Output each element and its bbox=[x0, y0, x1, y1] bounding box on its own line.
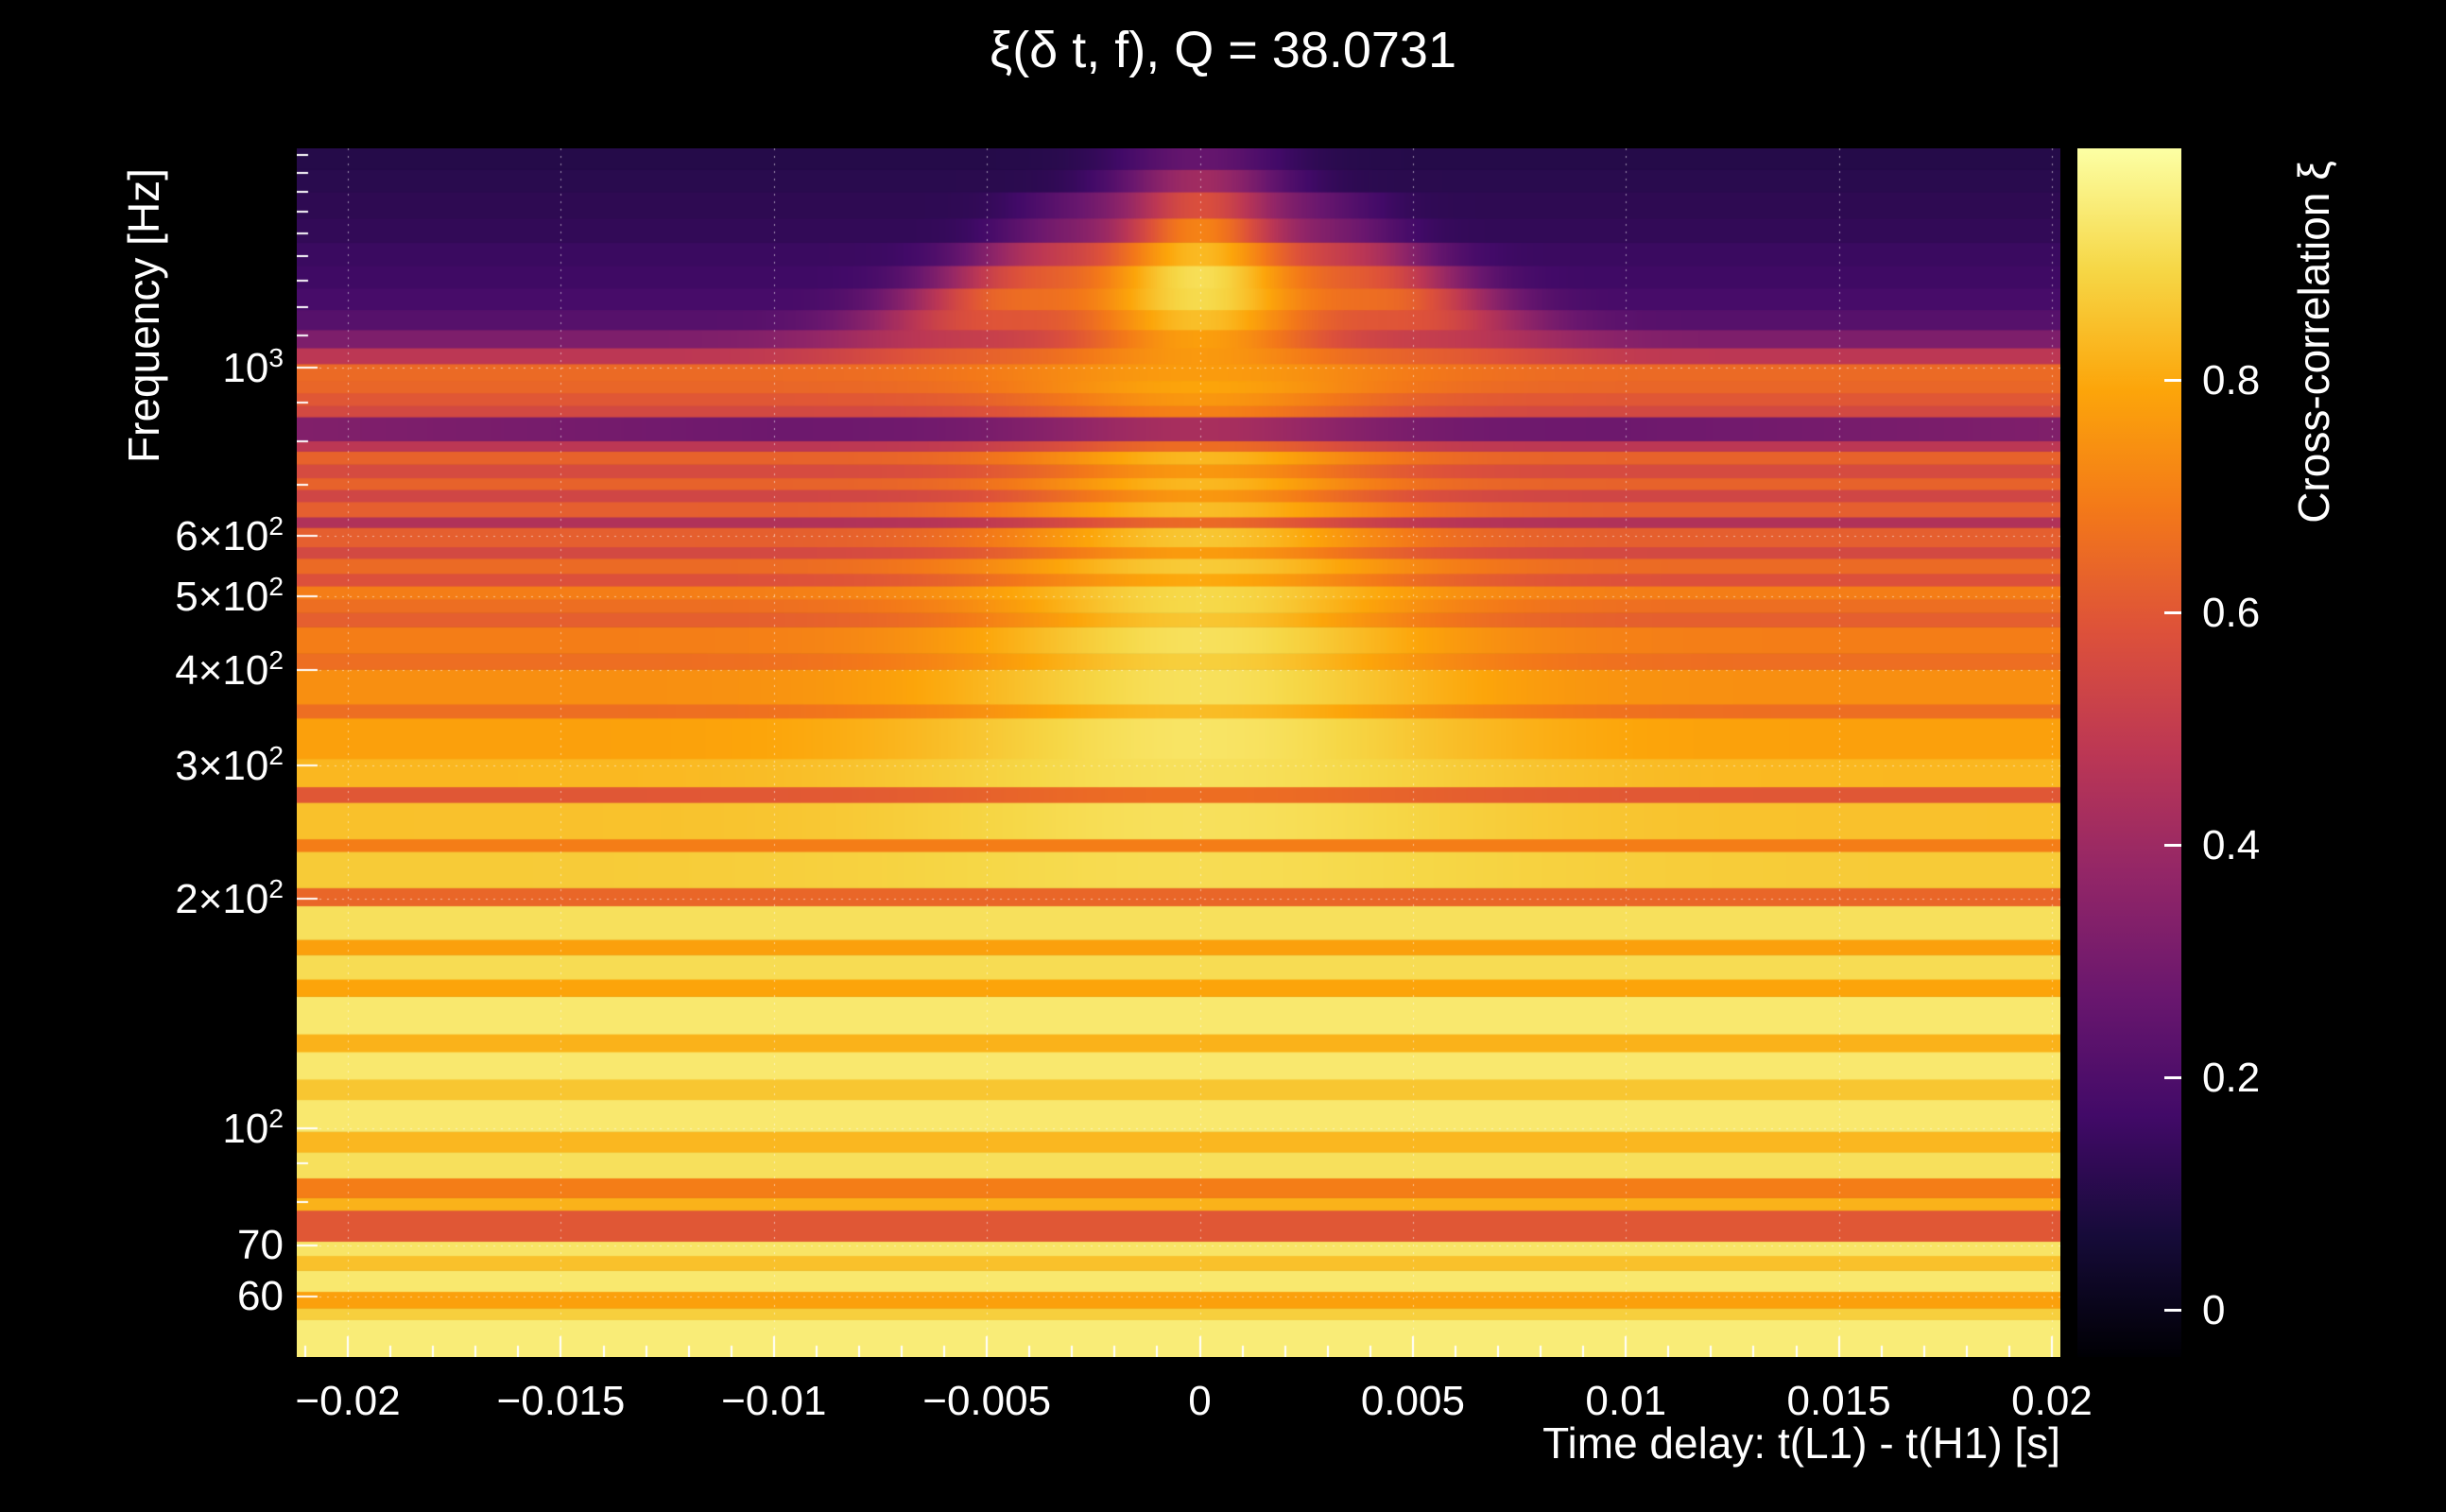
x-tick-label: 0 bbox=[1188, 1378, 1212, 1424]
colorbar-tick-label: 0.4 bbox=[2202, 821, 2261, 868]
y-tick-label: 103 bbox=[222, 342, 284, 391]
x-tick-label: 0.015 bbox=[1786, 1378, 1891, 1424]
colorbar-tick-label: 0.8 bbox=[2202, 356, 2261, 404]
y-tick-label: 60 bbox=[237, 1273, 284, 1320]
colorbar-tick-mark bbox=[2164, 844, 2181, 848]
colorbar-tick-mark bbox=[2164, 1309, 2181, 1313]
colorbar-tick-label: 0.6 bbox=[2202, 589, 2261, 636]
x-axis-title: Time delay: t(L1) - t(H1) [s] bbox=[1542, 1418, 2060, 1468]
colorbar-title: Cross-correlation ξ bbox=[2289, 161, 2338, 524]
y-tick-label: 2×102 bbox=[175, 874, 284, 923]
plot-title: ξ(δ t, f), Q = 38.0731 bbox=[990, 22, 1456, 78]
x-tick-label: −0.02 bbox=[295, 1378, 401, 1424]
x-tick-label: 0.01 bbox=[1585, 1378, 1667, 1424]
colorbar-tick-label: 0 bbox=[2202, 1286, 2226, 1333]
x-tick-label: −0.005 bbox=[922, 1378, 1052, 1424]
y-tick-label: 70 bbox=[237, 1222, 284, 1269]
colorbar-tick-label: 0.2 bbox=[2202, 1054, 2261, 1101]
heatmap-image bbox=[297, 148, 2060, 1357]
y-tick-label: 5×102 bbox=[175, 572, 284, 620]
x-tick-label: −0.015 bbox=[496, 1378, 626, 1424]
y-axis-title: Frequency [Hz] bbox=[119, 168, 168, 463]
x-tick-label: 0.005 bbox=[1360, 1378, 1465, 1424]
colorbar-tick-mark bbox=[2164, 1076, 2181, 1080]
y-tick-label: 3×102 bbox=[175, 740, 284, 789]
colorbar-tick-mark bbox=[2164, 611, 2181, 615]
x-tick-label: −0.01 bbox=[721, 1378, 827, 1424]
y-tick-label: 102 bbox=[222, 1103, 284, 1152]
x-tick-label: 0.02 bbox=[2011, 1378, 2093, 1424]
colorbar-gradient bbox=[2077, 148, 2181, 1357]
colorbar-tick-mark bbox=[2164, 379, 2181, 383]
y-tick-label: 6×102 bbox=[175, 511, 284, 560]
y-tick-label: 4×102 bbox=[175, 645, 284, 694]
